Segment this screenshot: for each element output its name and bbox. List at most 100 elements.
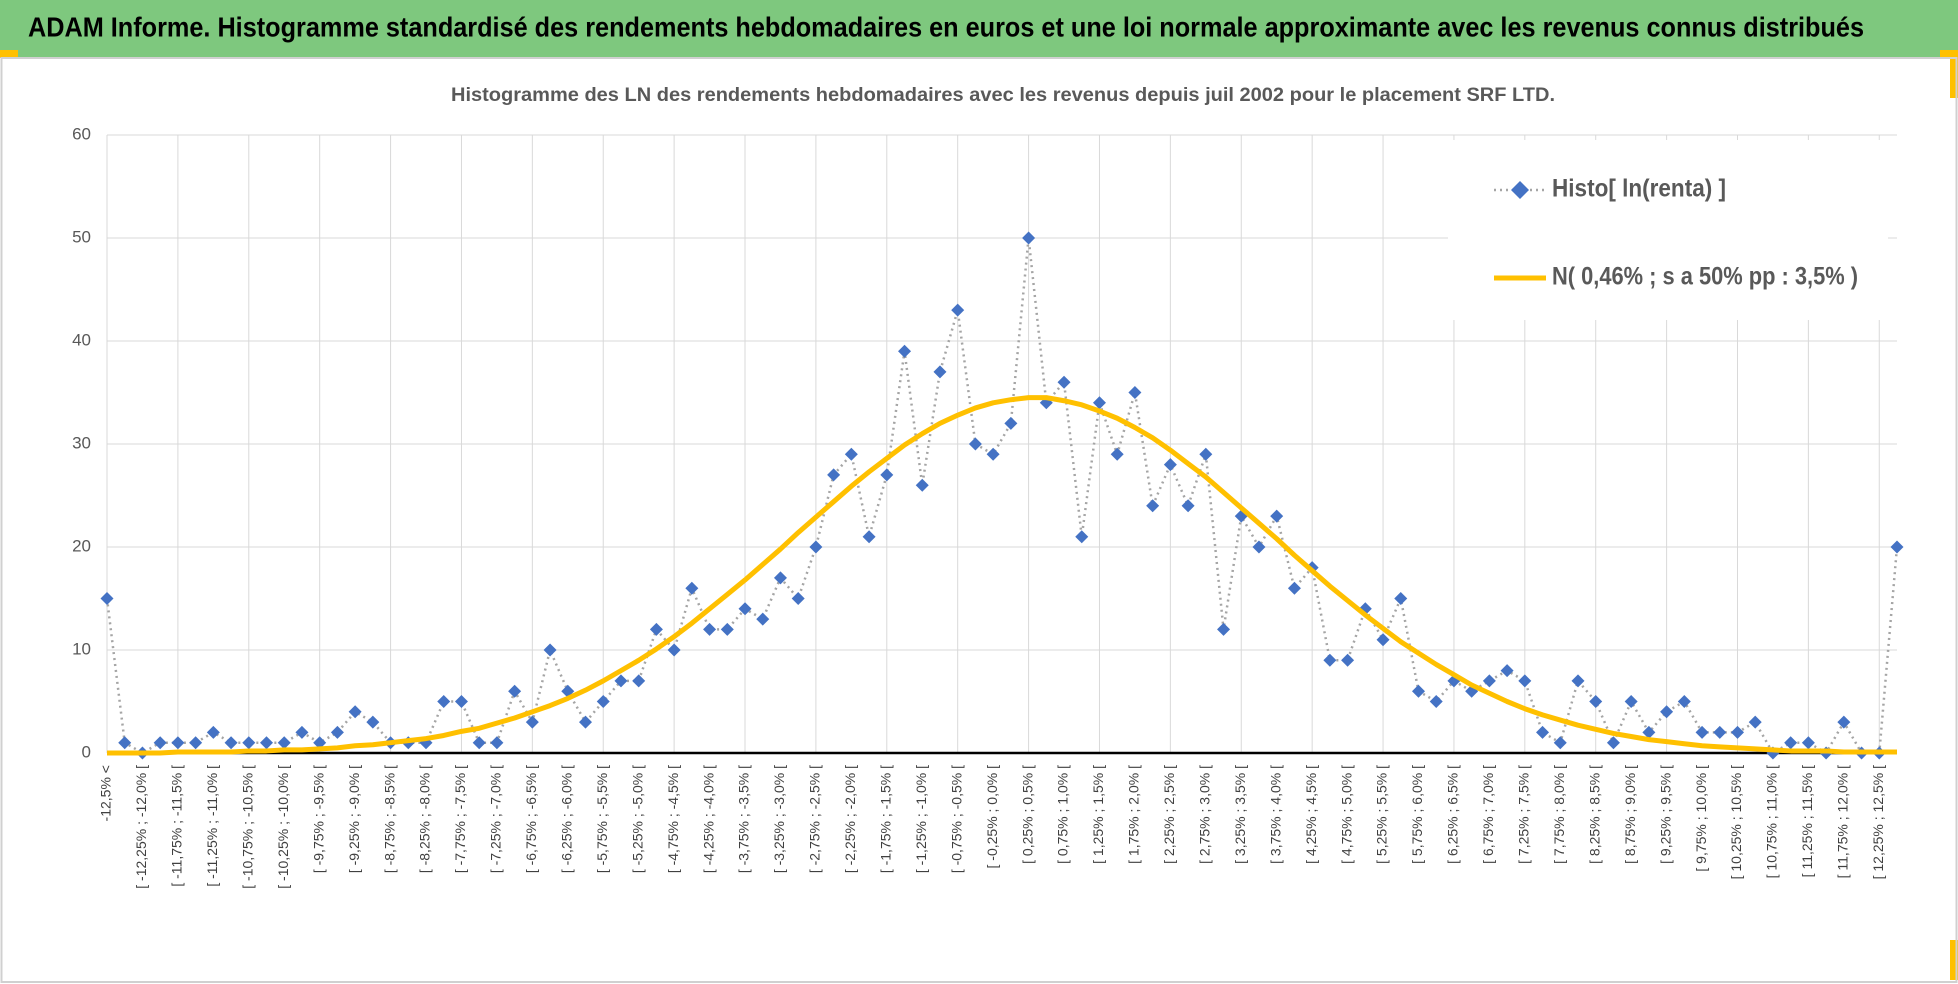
data-point — [1748, 715, 1762, 729]
data-point — [1163, 458, 1177, 472]
x-tick-label: [ 6,75% ; 7,0% [ — [1480, 765, 1496, 864]
data-point — [898, 344, 912, 358]
data-point — [703, 622, 717, 636]
data-point — [667, 643, 681, 657]
x-tick-label: [ 10,75% ; 11,0% [ — [1764, 765, 1780, 878]
corner-accent — [1940, 50, 1958, 58]
data-point — [224, 736, 238, 750]
x-tick-label: [ -2,25% ; -2,0% [ — [842, 765, 858, 873]
data-point — [1801, 736, 1815, 750]
data-point — [632, 674, 646, 688]
y-tick-label: 60 — [72, 124, 91, 143]
data-point — [1075, 530, 1089, 544]
x-tick-label: [ 7,25% ; 7,5% [ — [1516, 765, 1532, 864]
x-tick-label: [ -6,75% ; -6,5% [ — [523, 765, 539, 873]
data-point — [1429, 695, 1443, 708]
corner-accent — [0, 50, 18, 58]
x-tick-label: [ 2,25% ; 2,5% [ — [1161, 765, 1177, 864]
header-band — [0, 0, 1958, 58]
data-point — [1022, 231, 1036, 245]
x-tick-label: [ 0,75% ; 1,0% [ — [1055, 765, 1071, 864]
data-point — [596, 695, 610, 708]
data-point — [437, 695, 451, 708]
x-tick-label: [ -7,75% ; -7,5% [ — [452, 765, 468, 873]
data-point — [1341, 653, 1355, 667]
data-point — [1589, 695, 1603, 708]
data-point — [1181, 499, 1195, 513]
y-tick-label: 30 — [72, 433, 91, 452]
corner-accent — [1950, 58, 1958, 98]
x-tick-label: [ 9,25% ; 9,5% [ — [1657, 765, 1673, 864]
x-tick-label: -12,5% < — [98, 765, 114, 821]
data-point — [153, 736, 167, 750]
data-point — [1784, 736, 1798, 750]
data-point — [1110, 447, 1124, 461]
data-point — [1500, 664, 1514, 678]
data-point — [827, 468, 841, 482]
x-tick-label: [ 8,75% ; 9,0% [ — [1622, 765, 1638, 864]
x-tick-label: [ 1,75% ; 2,0% [ — [1126, 765, 1142, 864]
data-point — [1092, 396, 1106, 410]
x-tick-label: [ 5,75% ; 6,0% [ — [1409, 765, 1425, 864]
data-point — [1057, 375, 1071, 389]
x-tick-label: [ 9,75% ; 10,0% [ — [1693, 765, 1709, 872]
x-tick-label: [ 7,75% ; 8,0% [ — [1551, 765, 1567, 864]
data-point — [508, 684, 522, 698]
x-tick-label: [ -11,25% ; -11,0% [ — [204, 765, 220, 887]
data-point — [773, 571, 787, 585]
data-point — [1252, 540, 1266, 554]
data-point — [738, 602, 752, 616]
data-point — [1004, 416, 1018, 430]
data-point — [1536, 725, 1550, 739]
data-point — [614, 674, 628, 688]
data-point — [1695, 725, 1709, 739]
data-point — [685, 581, 699, 595]
page-title: ADAM Informe. Histogramme standardisé de… — [28, 11, 1864, 42]
data-point — [1606, 736, 1620, 750]
data-point — [1217, 622, 1231, 636]
data-point — [720, 622, 734, 636]
legend-box — [1448, 140, 1888, 320]
data-point — [1270, 509, 1284, 523]
x-tick-label: [ -7,25% ; -7,0% [ — [488, 765, 504, 873]
x-tick-label: [ -9,25% ; -9,0% [ — [346, 765, 362, 873]
data-point — [295, 725, 309, 739]
x-tick-label: [ -8,75% ; -8,5% [ — [381, 765, 397, 873]
data-point — [1199, 447, 1213, 461]
data-point — [1376, 633, 1390, 647]
data-point — [1128, 386, 1142, 399]
x-tick-label: [ 4,25% ; 4,5% [ — [1303, 765, 1319, 864]
data-point — [933, 365, 947, 379]
x-tick-label: [ -12,25% ; -12,0% [ — [133, 765, 149, 889]
x-tick-label: [ 1,25% ; 1,5% [ — [1090, 765, 1106, 864]
x-tick-label: [ 2,75% ; 3,0% [ — [1197, 765, 1213, 864]
data-point — [791, 592, 805, 605]
data-point — [1890, 540, 1904, 554]
data-point — [171, 736, 185, 750]
x-tick-label: [ 12,25% ; 12,5% [ — [1870, 765, 1886, 880]
data-point — [951, 303, 965, 317]
x-tick-label: [ -9,75% ; -9,5% [ — [310, 765, 326, 873]
data-point — [968, 437, 982, 451]
data-point — [490, 736, 504, 750]
legend-label: N( 0,46% ; s a 50% pp : 3,5% ) — [1552, 263, 1858, 291]
data-point — [862, 530, 876, 544]
data-point — [366, 715, 380, 729]
data-point — [260, 736, 274, 750]
x-tick-label: [ 10,25% ; 10,5% [ — [1728, 765, 1744, 880]
y-tick-label: 10 — [72, 639, 91, 658]
x-tick-label: [ -4,75% ; -4,5% [ — [665, 765, 681, 873]
data-point — [1677, 695, 1691, 708]
x-tick-label: [ -6,25% ; -6,0% [ — [558, 765, 574, 873]
x-tick-label: [ -5,75% ; -5,5% [ — [594, 765, 610, 873]
x-tick-label: [ -3,75% ; -3,5% [ — [736, 765, 752, 873]
data-point — [1713, 725, 1727, 739]
x-tick-label: [ -11,75% ; -11,5% [ — [169, 765, 185, 887]
data-point — [1482, 674, 1496, 688]
data-point — [649, 622, 663, 636]
x-tick-label: [ 4,75% ; 5,0% [ — [1338, 765, 1354, 864]
data-point — [1518, 674, 1532, 688]
x-tick-label: [ 6,25% ; 6,5% [ — [1445, 765, 1461, 864]
y-tick-label: 50 — [72, 227, 91, 246]
